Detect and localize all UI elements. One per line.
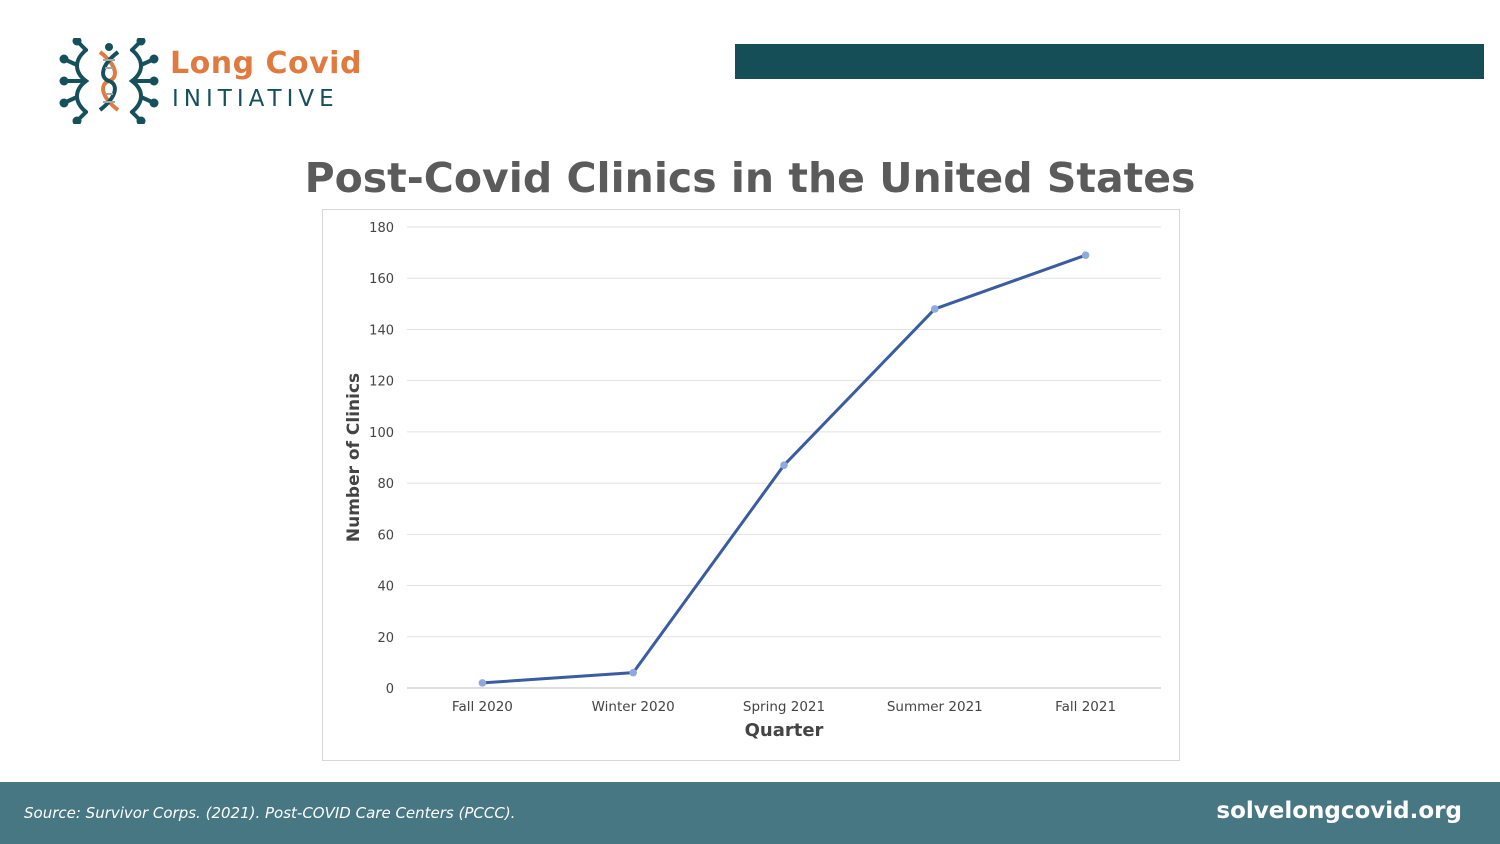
y-tick-label: 0 xyxy=(386,682,394,697)
slide-title: Post-Covid Clinics in the United States xyxy=(304,154,1196,202)
logo-title: Long Covid xyxy=(170,46,362,81)
y-tick-label: 100 xyxy=(369,426,394,441)
data-point xyxy=(931,305,939,313)
data-point xyxy=(1081,251,1090,259)
series-line xyxy=(480,253,1088,685)
y-tick-label: 160 xyxy=(369,272,394,287)
data-point xyxy=(780,461,788,469)
x-tick-label: Winter 2020 xyxy=(592,699,675,715)
header-bar xyxy=(735,44,1484,79)
y-tick-label: 40 xyxy=(377,580,394,595)
x-axis-title: Quarter xyxy=(745,720,824,741)
x-tick-label: Fall 2021 xyxy=(1055,699,1116,715)
data-point xyxy=(478,679,487,687)
data-point xyxy=(629,668,637,677)
y-axis-title: Number of Clinics xyxy=(344,373,364,542)
x-tick-label: Fall 2020 xyxy=(452,699,513,715)
x-tick-label: Summer 2021 xyxy=(887,699,983,715)
source-citation: Source: Survivor Corps. (2021). Post-COV… xyxy=(24,804,516,822)
dna-virus-icon xyxy=(59,38,159,124)
line-chart: 0 20 40 60 80 100 120 140 160 180 Fall 2020 Winter … xyxy=(344,221,1161,741)
y-tick-label: 20 xyxy=(377,631,394,646)
chart-container: 0 20 40 60 80 100 120 140 160 180 Fall 2020 Winter … xyxy=(322,209,1180,761)
y-tick-label: 120 xyxy=(369,375,394,390)
y-tick-label: 140 xyxy=(369,323,394,338)
footer: Source: Survivor Corps. (2021). Post-COV… xyxy=(0,782,1500,844)
x-tick-label: Spring 2021 xyxy=(743,699,825,715)
logo: Long Covid INITIATIVE xyxy=(56,38,361,124)
y-tick-label: 80 xyxy=(377,477,394,492)
y-tick-label: 60 xyxy=(377,528,394,543)
website-link[interactable]: solvelongcovid.org xyxy=(1216,798,1462,824)
y-tick-label: 180 xyxy=(369,221,394,236)
logo-subtitle: INITIATIVE xyxy=(172,86,339,112)
